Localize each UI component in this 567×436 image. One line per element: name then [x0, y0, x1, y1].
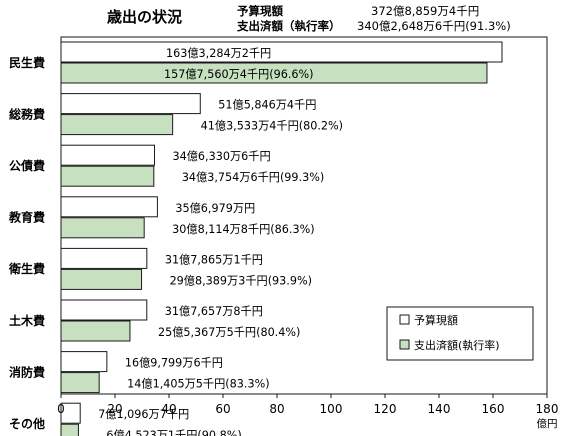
- data-label-spent: 41億3,533万4千円(80.2%): [201, 120, 343, 133]
- category-label: その他: [9, 416, 45, 431]
- bar-spent: [60, 320, 131, 342]
- bar-spent: [60, 423, 79, 436]
- x-tick-label: 0: [57, 402, 65, 416]
- category-label: 教育費: [8, 210, 45, 225]
- summary-budget-label: 予算現額: [237, 4, 283, 18]
- bar-budget: [60, 144, 156, 166]
- bar-spent: [60, 62, 488, 84]
- summary-spent-label: 支出済額（執行率）: [236, 19, 341, 33]
- x-tick-label: 160: [482, 402, 505, 416]
- bar-budget: [60, 93, 201, 115]
- category-label: 総務費: [9, 106, 45, 121]
- data-label-spent: 157億7,560万4千円(96.6%): [164, 68, 314, 81]
- x-tick-label: 40: [161, 402, 176, 416]
- bar-budget: [60, 196, 158, 218]
- data-label-budget: 16億9,799万6千円: [125, 357, 223, 370]
- data-label-spent: 6億4,523万1千円(90.8%): [106, 429, 241, 436]
- bar-budget: [60, 351, 108, 373]
- legend-frame: [386, 306, 534, 361]
- summary-budget-value: 372億8,859万4千円: [371, 4, 479, 18]
- category-label: 民生費: [9, 55, 45, 70]
- legend-label-spent: 支出済額(執行率): [414, 338, 500, 352]
- category-label: 公債費: [9, 158, 45, 173]
- bar-spent: [60, 114, 174, 136]
- summary-spent-value: 340億2,648万6千円(91.3%): [357, 19, 511, 33]
- legend-swatch-budget: [399, 314, 410, 325]
- data-label-budget: 34億6,330万6千円: [173, 150, 271, 163]
- x-tick-label: 140: [428, 402, 451, 416]
- data-label-budget: 7億1,096万7千円: [98, 408, 189, 421]
- data-label-budget: 31億7,865万1千円: [165, 253, 263, 266]
- data-label-spent: 30億8,114万8千円(86.3%): [172, 223, 314, 236]
- x-tick-label: 180: [536, 402, 559, 416]
- legend-swatch-spent: [399, 339, 410, 350]
- x-tick-label: 80: [269, 402, 284, 416]
- x-tick-label: 20: [107, 402, 122, 416]
- x-unit-label: 億円: [537, 417, 558, 430]
- data-label-spent: 29億8,389万3千円(93.9%): [170, 274, 312, 287]
- bar-spent: [60, 217, 145, 239]
- bar-spent: [60, 268, 143, 290]
- data-label-budget: 163億3,284万2千円: [166, 47, 271, 60]
- legend: 予算現額 支出済額(執行率): [386, 306, 534, 361]
- data-label-spent: 25億5,367万5千円(80.4%): [158, 326, 300, 339]
- bar-spent: [60, 372, 100, 394]
- bar-budget: [60, 41, 503, 63]
- x-tick-label: 120: [374, 402, 397, 416]
- bar-budget: [60, 402, 81, 424]
- category-label: 土木費: [9, 313, 45, 328]
- category-label: 消防費: [9, 364, 45, 379]
- bar-budget: [60, 247, 148, 269]
- bar-spent: [60, 165, 155, 187]
- x-tick-label: 60: [215, 402, 230, 416]
- data-label-budget: 31億7,657万8千円: [165, 305, 263, 318]
- data-label-spent: 14億1,405万5千円(83.3%): [127, 378, 269, 391]
- category-label: 衛生費: [8, 261, 45, 276]
- legend-label-budget: 予算現額: [414, 313, 458, 327]
- data-label-spent: 34億3,754万6千円(99.3%): [182, 171, 324, 184]
- bar-budget: [60, 299, 148, 321]
- data-label-budget: 35億6,979万円: [175, 202, 255, 215]
- x-tick-label: 100: [320, 402, 343, 416]
- chart-title: 歳出の状況: [107, 8, 182, 26]
- data-label-budget: 51億5,846万4千円: [218, 99, 316, 112]
